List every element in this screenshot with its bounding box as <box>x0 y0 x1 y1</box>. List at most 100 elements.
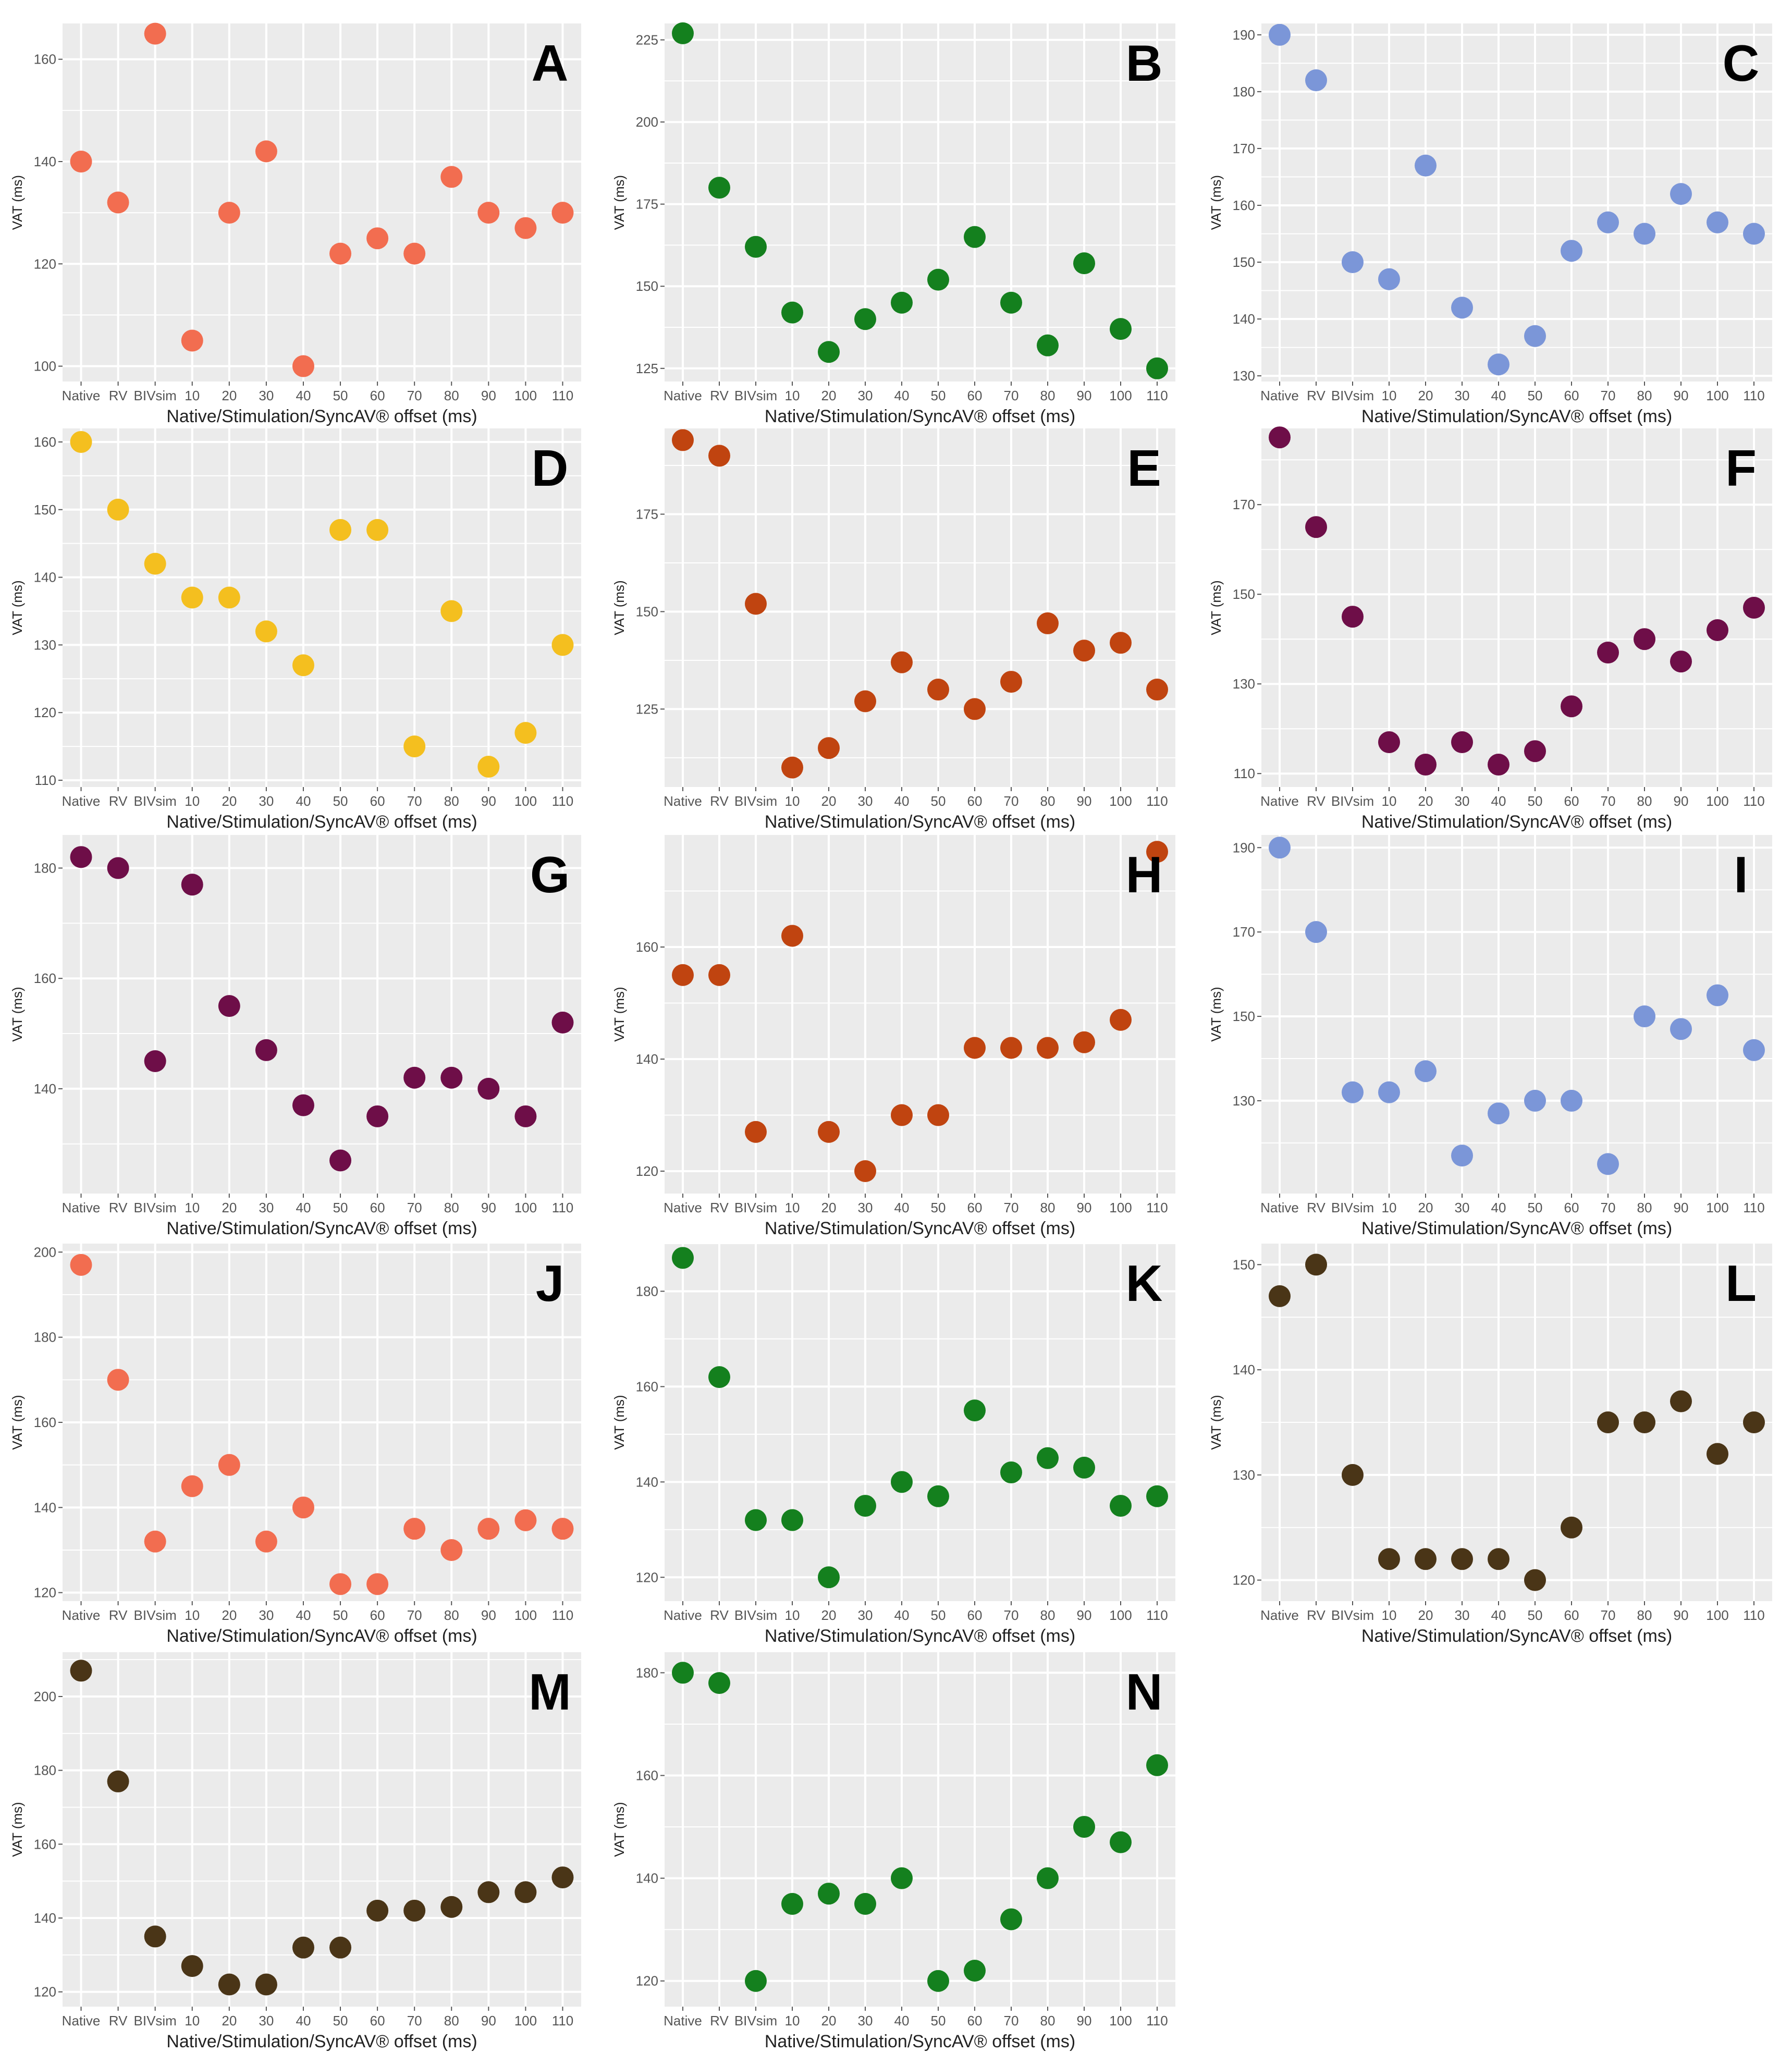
x-tick-label: 30 <box>1455 1200 1470 1215</box>
x-tick-label: 90 <box>1674 1200 1689 1215</box>
y-tick-label: 150 <box>636 278 658 294</box>
x-tick-label: 50 <box>333 1200 348 1215</box>
data-point <box>1707 211 1728 233</box>
data-point <box>403 735 426 758</box>
data-point <box>927 1970 949 1992</box>
data-point <box>366 1105 389 1127</box>
x-tick-label: 20 <box>222 793 237 809</box>
data-point <box>477 1518 500 1540</box>
y-tick-label: 100 <box>34 359 56 374</box>
x-tick-label: 40 <box>296 793 311 809</box>
data-point <box>218 586 240 609</box>
data-point <box>107 498 129 521</box>
data-point <box>672 1662 694 1684</box>
data-point <box>107 191 129 214</box>
x-axis-title: Native/Stimulation/SyncAV® offset (ms) <box>166 2032 477 2051</box>
data-point <box>329 242 352 265</box>
x-tick-label: 50 <box>1528 1200 1543 1215</box>
plot-background <box>1261 428 1772 787</box>
x-tick-label: 70 <box>1004 1607 1019 1623</box>
data-point <box>403 1518 426 1540</box>
y-tick-label: 140 <box>636 1051 658 1067</box>
x-tick-label: 80 <box>1040 793 1055 809</box>
data-point <box>144 1050 166 1072</box>
x-tick-label: 50 <box>931 388 946 403</box>
y-tick-label: 130 <box>34 637 56 653</box>
data-point <box>891 1867 913 1889</box>
y-tick-label: 160 <box>636 939 658 955</box>
data-point <box>1146 357 1168 379</box>
data-point <box>1488 754 1509 776</box>
data-point <box>1634 1005 1655 1028</box>
x-tick-label: BIVsim <box>734 793 777 809</box>
x-tick-label: 80 <box>444 793 459 809</box>
x-tick-label: 30 <box>858 1200 873 1215</box>
x-tick-label: 50 <box>333 2013 348 2029</box>
data-point <box>1670 183 1692 205</box>
data-point <box>1269 837 1291 859</box>
panel-D: 110 120 130 140 150 160 Native RV BIVsim 10 20 30 40… <box>9 428 581 832</box>
x-tick-label: 100 <box>1109 2013 1132 2029</box>
x-tick-label: 30 <box>858 793 873 809</box>
y-tick-label: 160 <box>34 1415 56 1430</box>
x-tick-label: 20 <box>821 793 837 809</box>
x-tick-label: 20 <box>222 388 237 403</box>
panel-N: 120 140 160 180 Native RV BIVsim 10 20 30 40 50 60 70… <box>611 1652 1175 2051</box>
data-point <box>1110 318 1132 340</box>
x-tick-label: RV <box>710 2013 729 2029</box>
data-point <box>854 1160 876 1182</box>
x-tick-label: 110 <box>1743 388 1764 403</box>
data-point <box>781 1892 803 1915</box>
data-point <box>891 651 913 673</box>
x-tick-label: 60 <box>1564 1200 1579 1215</box>
data-point <box>1707 984 1728 1006</box>
data-point <box>1037 612 1059 634</box>
x-tick-label: RV <box>109 1607 128 1623</box>
y-axis-title: VAT (ms) <box>1208 987 1224 1041</box>
x-tick-label: 70 <box>1004 2013 1019 2029</box>
y-tick-label: 125 <box>636 361 658 376</box>
x-tick-label: BIVsim <box>734 2013 777 2029</box>
x-tick-label: BIVsim <box>1331 793 1374 809</box>
x-tick-label: 10 <box>785 793 800 809</box>
data-point <box>708 1672 730 1694</box>
x-tick-label: RV <box>1307 793 1325 809</box>
panel-A: 100 120 140 160 Native RV BIVsim 10 20 30 40 50 60 70… <box>9 22 581 426</box>
data-point <box>1634 1411 1655 1433</box>
x-tick-label: 40 <box>894 388 910 403</box>
panel-C: 130 140 150 160 170 180 190 Native RV BIVsim 10 20 3… <box>1208 23 1772 426</box>
x-axis-title: Native/Stimulation/SyncAV® offset (ms) <box>765 1626 1075 1646</box>
x-tick-label: 100 <box>514 793 537 809</box>
data-point <box>1561 1516 1582 1539</box>
x-tick-label: 70 <box>1601 1607 1616 1623</box>
plot-background <box>665 1652 1175 2007</box>
data-point <box>440 1896 463 1918</box>
data-point <box>1110 1495 1132 1517</box>
data-point <box>440 1539 463 1561</box>
panel-label: I <box>1734 846 1748 903</box>
data-point <box>366 1573 389 1595</box>
data-point <box>927 1104 949 1126</box>
x-tick-label: 90 <box>1077 1200 1092 1215</box>
x-tick-label: 70 <box>407 1200 422 1215</box>
data-point <box>1000 1908 1022 1931</box>
x-tick-label: 20 <box>1418 388 1433 403</box>
x-tick-label: 90 <box>481 1607 496 1623</box>
data-point <box>818 1566 840 1589</box>
data-point <box>1451 731 1473 753</box>
y-tick-label: 150 <box>34 502 56 518</box>
data-point <box>927 1485 949 1507</box>
y-tick-label: 110 <box>35 772 56 788</box>
x-tick-label: BIVsim <box>134 1607 177 1623</box>
plot-background <box>665 23 1175 382</box>
x-tick-label: 90 <box>481 793 496 809</box>
data-point <box>218 202 240 224</box>
x-tick-label: 10 <box>185 1607 200 1623</box>
x-tick-label: 100 <box>1109 1200 1132 1215</box>
x-tick-label: Native <box>62 1607 101 1623</box>
x-tick-label: 50 <box>333 1607 348 1623</box>
data-point <box>745 1121 767 1143</box>
x-tick-label: 110 <box>1146 1607 1168 1623</box>
data-point <box>255 140 277 163</box>
x-tick-label: 30 <box>1455 1607 1470 1623</box>
